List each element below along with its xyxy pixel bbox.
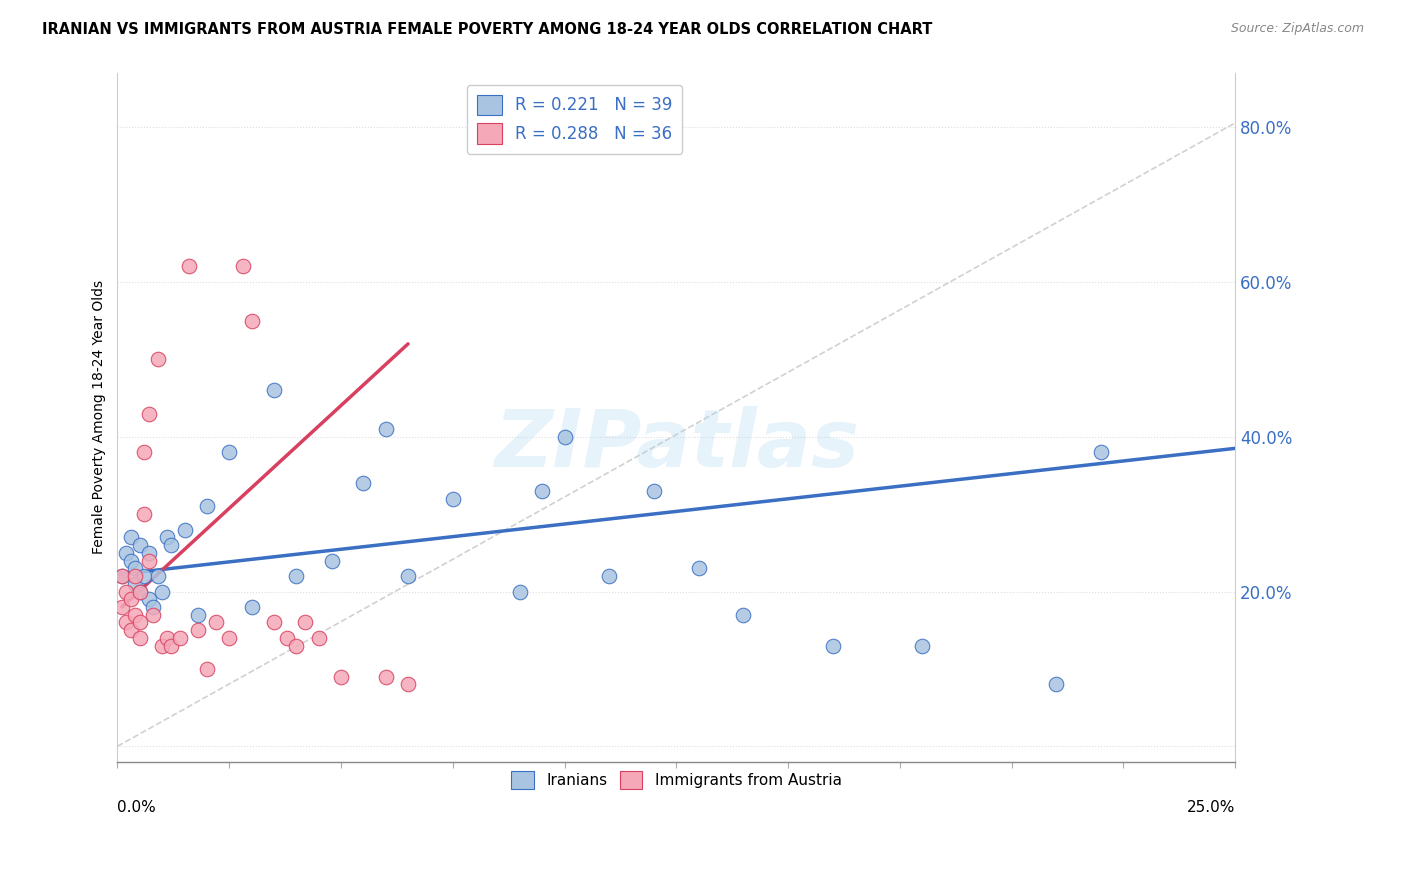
Point xyxy=(374,670,396,684)
Point xyxy=(232,260,254,274)
Point xyxy=(187,624,209,638)
Point xyxy=(204,615,226,630)
Point xyxy=(240,599,263,614)
Text: 25.0%: 25.0% xyxy=(1187,799,1236,814)
Point xyxy=(688,561,710,575)
Point xyxy=(128,538,150,552)
Point xyxy=(128,631,150,645)
Point xyxy=(128,584,150,599)
Point xyxy=(146,352,169,367)
Point xyxy=(911,639,934,653)
Point xyxy=(177,260,200,274)
Point xyxy=(134,507,156,521)
Point xyxy=(169,631,191,645)
Point xyxy=(285,639,308,653)
Point xyxy=(321,553,343,567)
Point xyxy=(308,631,330,645)
Point xyxy=(285,569,308,583)
Point xyxy=(396,677,419,691)
Point xyxy=(134,445,156,459)
Point xyxy=(124,576,146,591)
Point xyxy=(142,607,165,622)
Point xyxy=(124,607,146,622)
Point xyxy=(138,407,160,421)
Point xyxy=(156,530,179,544)
Point xyxy=(156,631,179,645)
Point xyxy=(554,430,576,444)
Point xyxy=(160,538,183,552)
Point xyxy=(218,445,240,459)
Point xyxy=(218,631,240,645)
Point xyxy=(374,422,396,436)
Point xyxy=(120,624,142,638)
Point xyxy=(195,662,218,676)
Legend: Iranians, Immigrants from Austria: Iranians, Immigrants from Austria xyxy=(505,764,848,796)
Point xyxy=(134,569,156,583)
Point xyxy=(441,491,464,506)
Point xyxy=(120,553,142,567)
Text: Source: ZipAtlas.com: Source: ZipAtlas.com xyxy=(1230,22,1364,36)
Point xyxy=(138,553,160,567)
Point xyxy=(120,592,142,607)
Point xyxy=(138,592,160,607)
Point xyxy=(294,615,316,630)
Point xyxy=(111,599,134,614)
Point xyxy=(733,607,755,622)
Point xyxy=(276,631,298,645)
Point xyxy=(187,607,209,622)
Point xyxy=(195,500,218,514)
Point xyxy=(150,639,173,653)
Point xyxy=(111,569,134,583)
Point xyxy=(124,561,146,575)
Point xyxy=(111,569,134,583)
Point xyxy=(124,569,146,583)
Point xyxy=(821,639,844,653)
Point xyxy=(160,639,183,653)
Point xyxy=(598,569,620,583)
Point xyxy=(173,523,195,537)
Point xyxy=(142,599,165,614)
Point xyxy=(1090,445,1112,459)
Point xyxy=(1045,677,1067,691)
Text: IRANIAN VS IMMIGRANTS FROM AUSTRIA FEMALE POVERTY AMONG 18-24 YEAR OLDS CORRELAT: IRANIAN VS IMMIGRANTS FROM AUSTRIA FEMAL… xyxy=(42,22,932,37)
Point xyxy=(146,569,169,583)
Text: ZIPatlas: ZIPatlas xyxy=(494,406,859,484)
Point xyxy=(263,615,285,630)
Point xyxy=(120,530,142,544)
Point xyxy=(531,483,554,498)
Point xyxy=(643,483,665,498)
Point xyxy=(240,313,263,327)
Point xyxy=(128,615,150,630)
Point xyxy=(263,384,285,398)
Y-axis label: Female Poverty Among 18-24 Year Olds: Female Poverty Among 18-24 Year Olds xyxy=(93,280,107,555)
Point xyxy=(352,476,374,491)
Point xyxy=(150,584,173,599)
Point xyxy=(115,546,138,560)
Point xyxy=(115,584,138,599)
Point xyxy=(396,569,419,583)
Text: 0.0%: 0.0% xyxy=(118,799,156,814)
Point xyxy=(115,615,138,630)
Point xyxy=(509,584,531,599)
Point xyxy=(330,670,353,684)
Point xyxy=(138,546,160,560)
Point xyxy=(128,584,150,599)
